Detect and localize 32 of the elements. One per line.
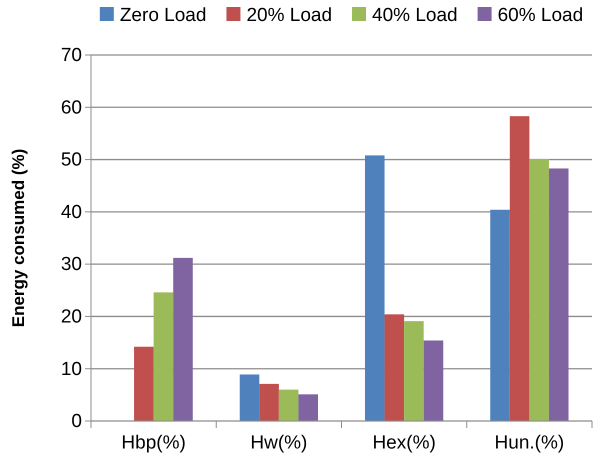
- bar: [173, 258, 193, 421]
- y-tick-label: 10: [60, 358, 82, 380]
- bar: [364, 155, 385, 421]
- bar: [298, 394, 318, 421]
- x-tick-label: Hw(%): [250, 432, 308, 454]
- bar: [490, 210, 510, 421]
- x-tick-label: Hun.(%): [494, 432, 564, 454]
- y-tick-label: 0: [71, 411, 82, 432]
- y-tick-label: 20: [60, 306, 82, 328]
- y-tick-label: 40: [60, 202, 82, 223]
- bar: [510, 116, 530, 421]
- bar: [240, 374, 260, 421]
- y-axis-title: Energy consumed (%): [9, 148, 28, 328]
- bar: [384, 314, 404, 421]
- y-tick-label: 50: [60, 150, 82, 171]
- y-tick-label: 30: [60, 254, 82, 276]
- bar: [278, 390, 298, 421]
- legend-label: Zero Load: [120, 5, 206, 26]
- y-tick-label: 70: [60, 45, 82, 66]
- bar: [529, 159, 549, 421]
- legend-label: 60% Load: [498, 5, 584, 26]
- bar: [548, 168, 569, 421]
- bar: [424, 340, 444, 421]
- bar: [404, 321, 424, 421]
- bar: [134, 346, 154, 421]
- x-tick-label: Hex(%): [372, 432, 436, 454]
- y-tick-label: 60: [60, 97, 82, 118]
- legend-label: 40% Load: [372, 5, 458, 26]
- legend-label: 20% Load: [246, 5, 332, 26]
- bar: [259, 384, 279, 421]
- bar: [154, 292, 174, 421]
- x-tick-label: Hbp(%): [121, 432, 186, 454]
